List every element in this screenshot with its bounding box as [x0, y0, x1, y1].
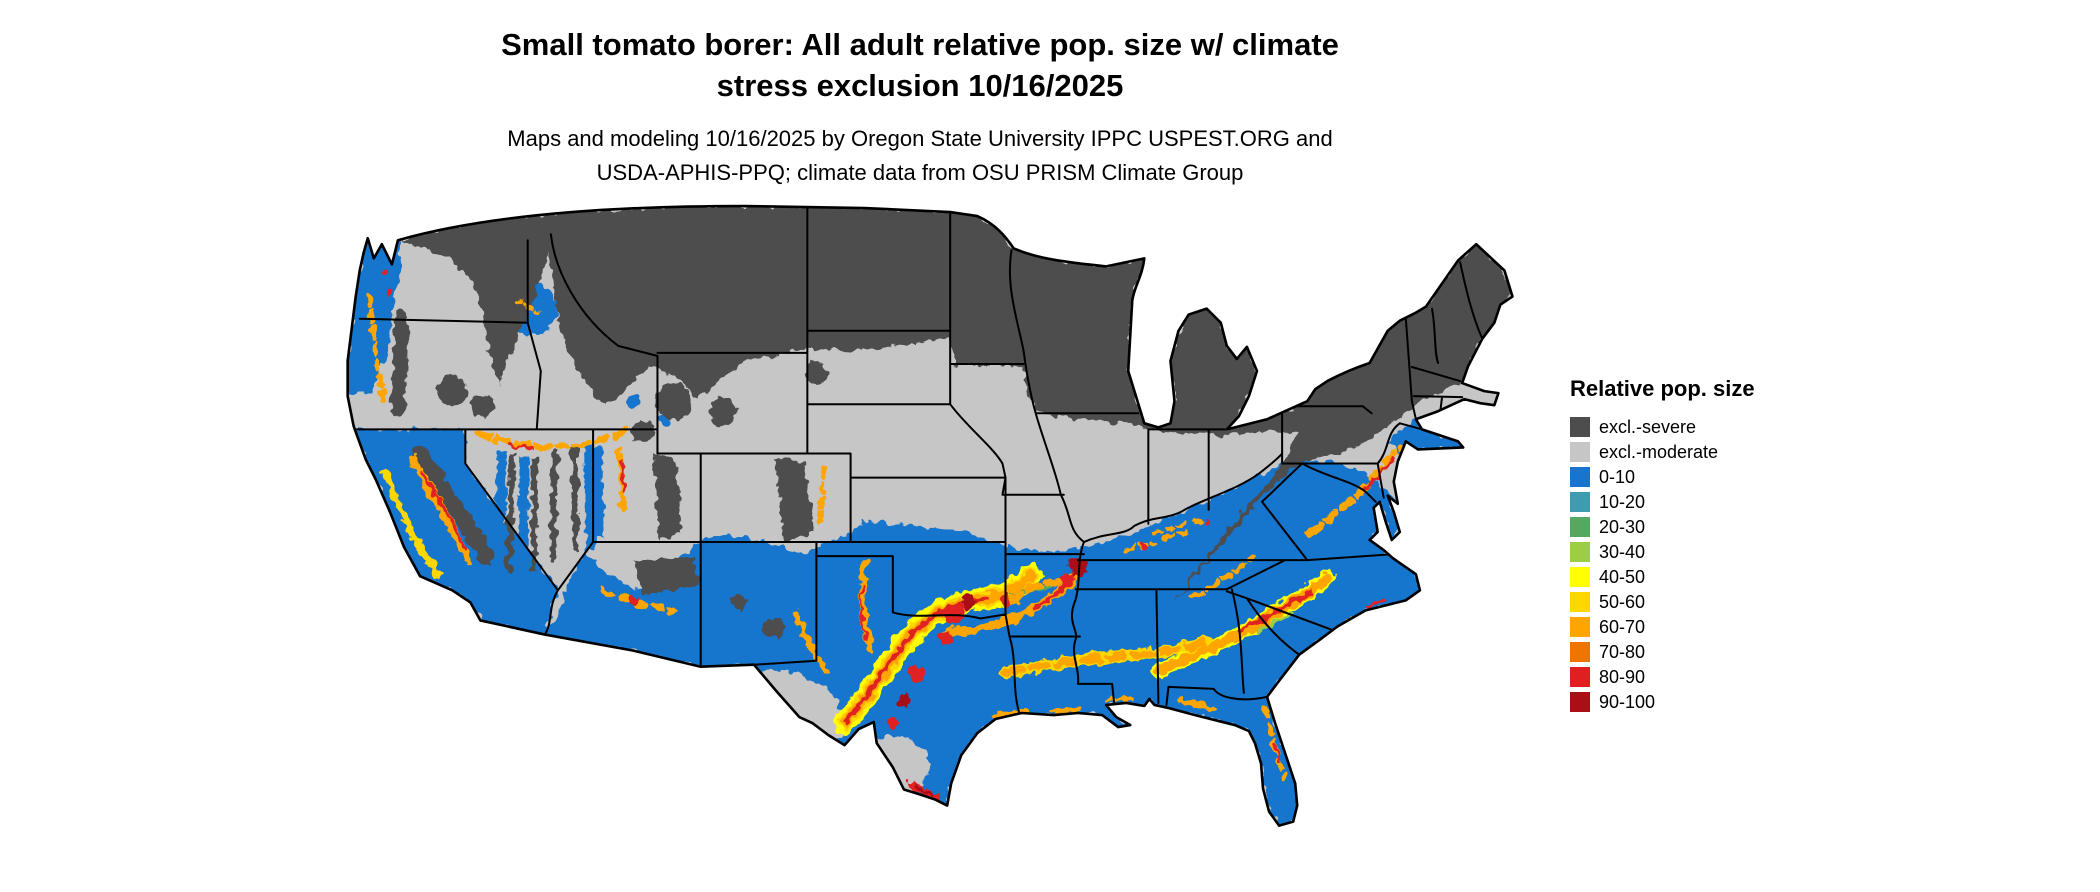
legend-label: excl.-severe [1599, 416, 1697, 437]
legend-items: excl.-severe excl.-moderate 0-10 10-20 20-30… [1570, 414, 1810, 714]
us-map-svg [346, 204, 1514, 848]
legend-swatch [1570, 666, 1590, 687]
map-title-line1: Small tomato borer: All adult relative p… [501, 27, 1339, 62]
legend-item: 70-80 [1570, 639, 1810, 664]
legend-swatch [1570, 591, 1590, 612]
legend-swatch [1570, 441, 1590, 462]
legend-item: 30-40 [1570, 539, 1810, 564]
legend-item: 80-90 [1570, 664, 1810, 689]
legend-label: 60-70 [1599, 616, 1646, 637]
map-title: Small tomato borer: All adult relative p… [0, 24, 1840, 106]
map-raster-layers [347, 206, 1513, 848]
legend-item: excl.-moderate [1570, 439, 1810, 464]
legend-item: excl.-severe [1570, 414, 1810, 439]
legend-label: 20-30 [1599, 516, 1646, 537]
legend-label: 70-80 [1599, 641, 1646, 662]
legend-item: 0-10 [1570, 464, 1810, 489]
legend-item: 40-50 [1570, 564, 1810, 589]
legend-item: 60-70 [1570, 614, 1810, 639]
map-subtitle: Maps and modeling 10/16/2025 by Oregon S… [0, 122, 1840, 190]
state-borders [351, 206, 1484, 716]
map-subtitle-line2: USDA-APHIS-PPQ; climate data from OSU PR… [596, 160, 1244, 185]
map-title-line2: stress exclusion 10/16/2025 [716, 68, 1124, 103]
legend-swatch [1570, 616, 1590, 637]
legend-swatch [1570, 491, 1590, 512]
legend-label: 0-10 [1599, 466, 1636, 487]
legend-label: 90-100 [1599, 691, 1656, 712]
legend: Relative pop. size excl.-severe excl.-mod… [1570, 376, 1810, 714]
legend-swatch [1570, 566, 1590, 587]
us-map [300, 200, 1540, 884]
legend-swatch [1570, 466, 1590, 487]
legend-label: 50-60 [1599, 591, 1646, 612]
legend-item: 90-100 [1570, 689, 1810, 714]
legend-title: Relative pop. size [1570, 376, 1755, 401]
legend-swatch [1570, 516, 1590, 537]
region-excl-severe [390, 206, 1513, 638]
legend-item: 50-60 [1570, 589, 1810, 614]
florida-keys [1242, 837, 1267, 848]
legend-label: 40-50 [1599, 566, 1646, 587]
us-outline [346, 204, 1514, 827]
legend-item: 20-30 [1570, 514, 1810, 539]
legend-swatch [1570, 416, 1590, 437]
legend-label: 80-90 [1599, 666, 1646, 687]
legend-label: excl.-moderate [1599, 441, 1719, 462]
region-pop-80-100-cores [381, 268, 1398, 803]
map-subtitle-line1: Maps and modeling 10/16/2025 by Oregon S… [507, 126, 1333, 151]
legend-label: 10-20 [1599, 491, 1646, 512]
legend-swatch [1570, 691, 1590, 712]
legend-item: 10-20 [1570, 489, 1810, 514]
legend-label: 30-40 [1599, 541, 1646, 562]
legend-swatch [1570, 541, 1590, 562]
legend-swatch [1570, 641, 1590, 662]
